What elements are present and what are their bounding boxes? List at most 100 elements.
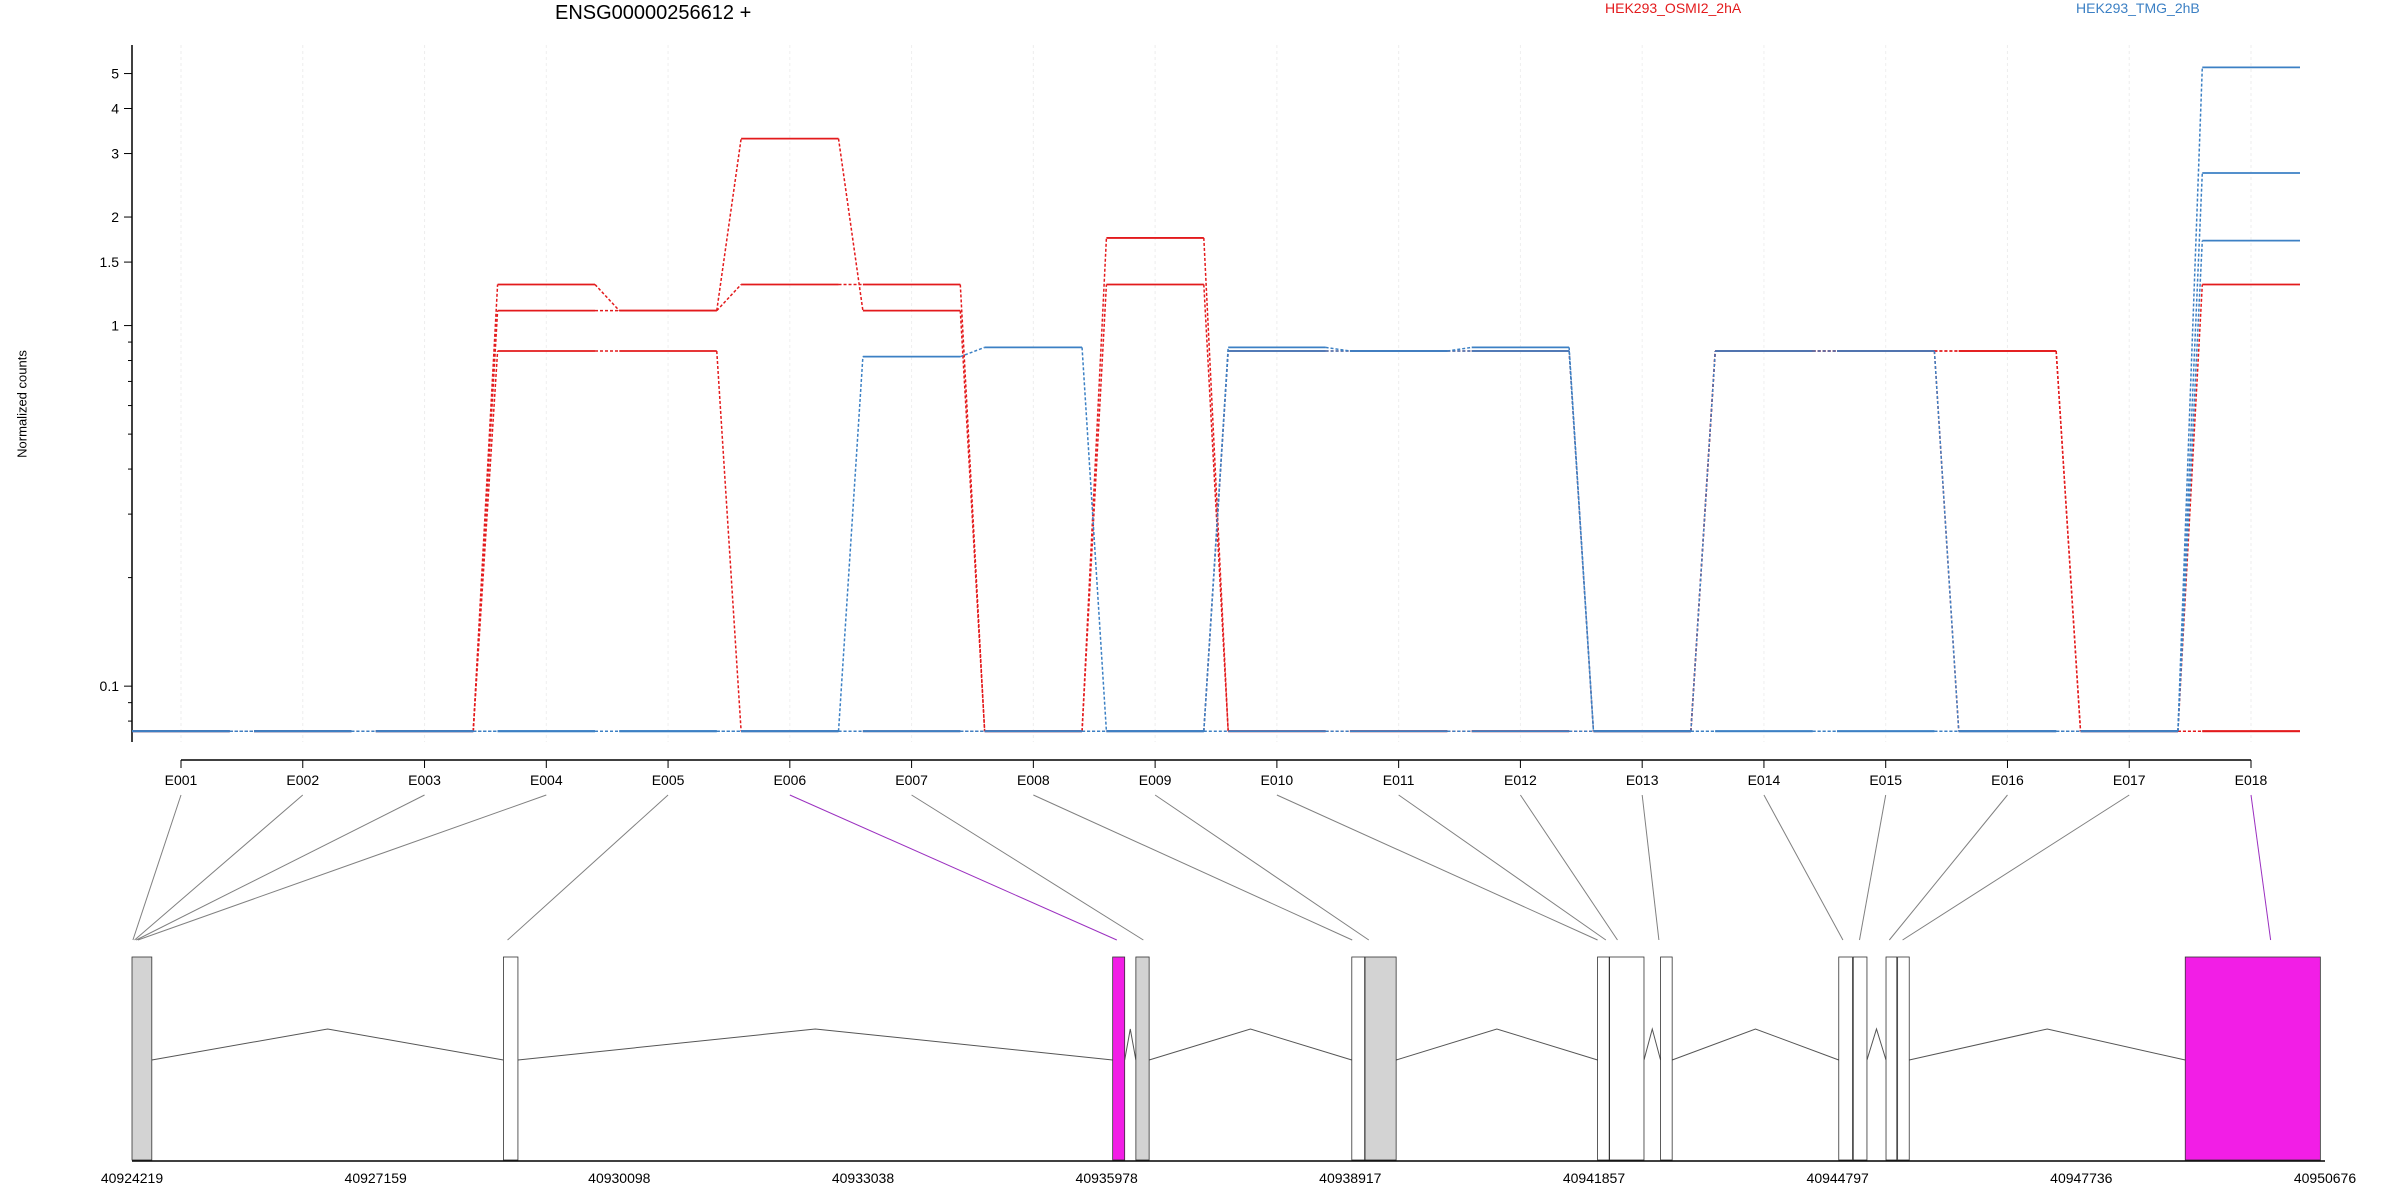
series-connector [1568,347,1595,732]
intron-line [1643,1027,1662,1061]
x-tick-label: E013 [1626,772,1659,788]
genomic-tick-label: 40941857 [1563,1170,1626,1186]
exon-box [1885,956,1898,1161]
intron-line [1909,1028,2186,1061]
exon-link-line [1276,794,1598,941]
exon-link-line [132,794,182,941]
exon-box [1660,956,1673,1161]
exon-box [1852,956,1868,1161]
exon-box [1609,956,1645,1161]
gene-model [131,956,2321,1161]
series-connector [472,284,499,732]
exon-link-line [1641,794,1660,941]
exon-box [1897,956,1910,1161]
intron-line [1124,1028,1137,1061]
genomic-tick-label: 40927159 [345,1170,408,1186]
exon-box [503,956,519,1161]
series-connector [2177,240,2204,732]
intron-line [1148,1028,1352,1061]
exon-link-line [1859,794,1887,941]
series-connector [2055,350,2082,732]
x-tick-label: E010 [1261,772,1294,788]
series-connector [1081,347,1108,732]
series-connector [1447,346,1472,352]
exon-link-line [911,794,1144,941]
x-tick-label: E018 [2235,772,2268,788]
series-line [132,137,2300,733]
series-connector [1203,237,1229,732]
series-connector [2177,67,2204,732]
x-tick-label: E008 [1017,772,1050,788]
series-line [132,172,2300,733]
series-connector [716,350,742,732]
legend-item-osmi2: HEK293_OSMI2_2hA [1605,0,1742,16]
exon-box [1135,956,1150,1161]
series-connector [2177,172,2204,732]
y-tick-label: 3 [111,146,119,162]
exon-bin-axis: E001 E002 E003 E004 E005 E006 E007 E008 E009 E010… [165,759,2268,788]
intron-line [517,1028,1113,1061]
x-tick-label: E004 [530,772,563,788]
exon-box [1112,956,1126,1161]
series-lines [132,66,2300,733]
exon-link-line [137,794,547,941]
series-line [132,239,2300,733]
y-tick-label: 1.5 [100,254,120,270]
legend-item-tmg: HEK293_TMG_2hB [2076,0,2200,16]
series-connector [472,310,499,732]
exon-link-line [1519,794,1618,941]
intron-line [1395,1028,1598,1061]
series-connector [837,356,864,732]
exon-link-line [507,794,669,941]
genomic-tick-label: 40930098 [588,1170,651,1186]
series-connector [594,283,620,312]
x-tick-label: E001 [165,772,198,788]
y-tick-label: 2 [111,209,119,225]
exon-box [1351,956,1366,1161]
genomic-tick-label: 40938917 [1319,1170,1382,1186]
series-connector [716,138,742,311]
series-connector [960,346,985,358]
series-connector [472,350,499,732]
intron-line [151,1028,504,1061]
y-tick-label: 4 [111,100,119,116]
x-tick-label: E014 [1748,772,1781,788]
exon-link-line [789,794,1118,941]
series-connector [716,283,742,312]
x-tick-label: E007 [895,772,928,788]
intron-line [1866,1027,1887,1061]
y-axis: 0.1 1 1.5 2 3 4 5 [100,45,133,742]
series-connector [1690,350,1716,732]
exon-link-line [2250,794,2272,941]
genomic-tick-label: 40924219 [101,1170,164,1186]
genomic-tick-label: 40933038 [832,1170,895,1186]
series-connector [1081,237,1108,732]
exon-box [131,956,153,1161]
exon-link-line [1763,794,1844,941]
x-tick-label: E012 [1504,772,1537,788]
exon-link-line [1902,794,2130,941]
series-connector [837,138,864,311]
x-tick-label: E016 [1991,772,2024,788]
x-tick-label: E015 [1869,772,1902,788]
x-tick-label: E009 [1139,772,1172,788]
series-connector [959,284,986,732]
y-tick-label: 1 [111,318,119,334]
x-tick-label: E002 [286,772,319,788]
y-tick-label: 0.1 [100,678,120,694]
x-tick-label: E017 [2113,772,2146,788]
genomic-tick-label: 40950676 [2294,1170,2357,1186]
exon-box [1597,956,1610,1161]
genomic-tick-label: 40944797 [1807,1170,1870,1186]
genomic-coordinate-axis: 40924219 40927159 40930098 40933038 40935978… [101,1160,2357,1186]
x-tick-label: E011 [1383,772,1415,788]
series-line [132,66,2300,733]
series-connector [1203,284,1229,732]
x-tick-label: E006 [773,772,806,788]
exon-link-line [1154,794,1370,941]
x-tick-label: E003 [408,772,441,788]
exon-link-line [1033,794,1353,941]
series-connector [1081,284,1108,732]
exon-link-lines [132,794,2272,941]
